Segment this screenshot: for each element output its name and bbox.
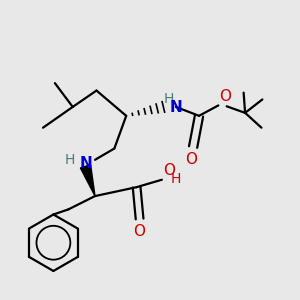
Text: N: N bbox=[80, 156, 92, 171]
Text: H: H bbox=[64, 153, 75, 167]
Polygon shape bbox=[80, 165, 95, 196]
Text: O: O bbox=[220, 88, 232, 104]
Text: H: H bbox=[164, 92, 174, 106]
Text: N: N bbox=[170, 100, 183, 115]
Text: H: H bbox=[171, 172, 181, 186]
Text: O: O bbox=[134, 224, 146, 239]
Text: O: O bbox=[186, 152, 198, 167]
Text: O: O bbox=[163, 163, 175, 178]
